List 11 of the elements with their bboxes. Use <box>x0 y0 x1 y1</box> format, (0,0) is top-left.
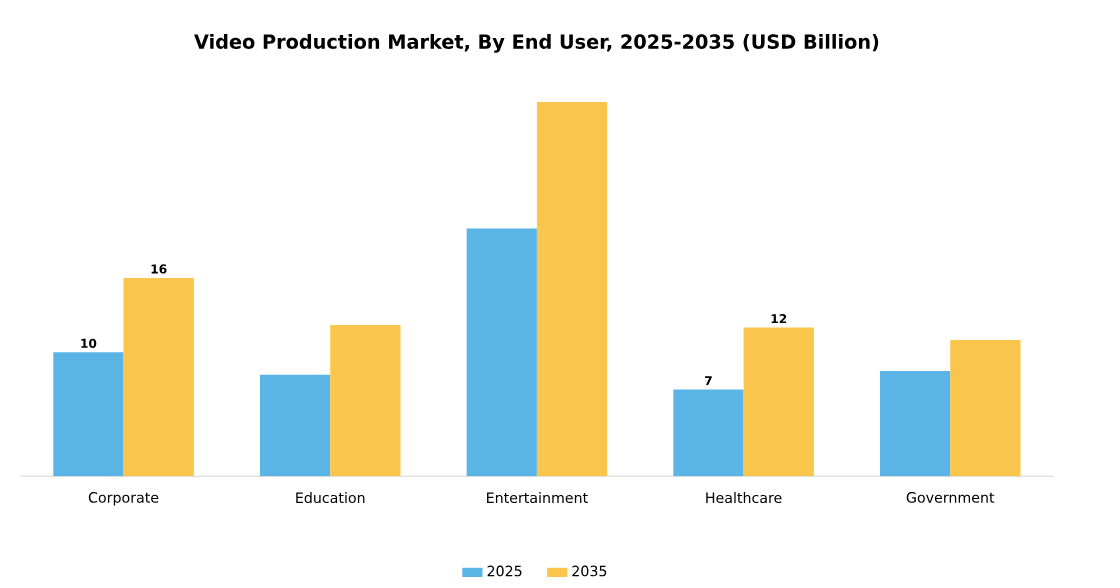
bar <box>53 352 124 477</box>
chart-title: Video Production Market, By End User, 2025-2035 (USD Billion) <box>194 34 879 54</box>
bar <box>330 325 401 477</box>
bar <box>950 340 1021 477</box>
bar <box>743 327 814 477</box>
bar <box>123 278 194 477</box>
bar <box>536 102 608 477</box>
bar <box>879 371 951 477</box>
bar <box>673 389 744 477</box>
bar <box>259 375 331 477</box>
bar <box>466 228 537 477</box>
